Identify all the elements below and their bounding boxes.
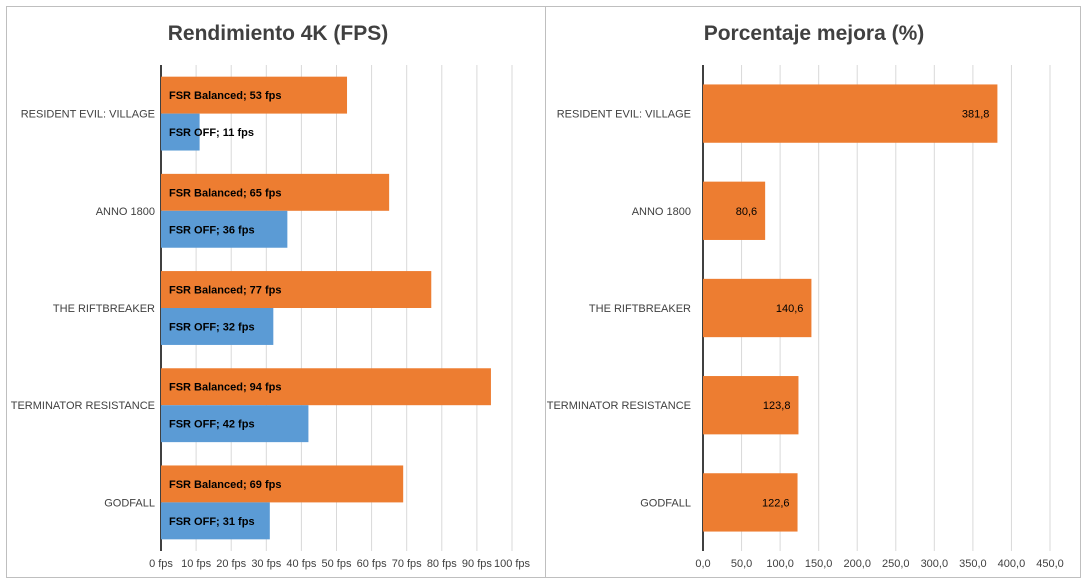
bar [161,368,491,406]
data-label: FSR OFF; 32 fps [169,321,255,333]
x-tick-label: 90 fps [462,558,492,570]
bar [161,113,200,151]
category-label: GODFALL [640,497,691,509]
x-tick-label: 50,0 [731,558,752,570]
x-tick-label: 150,0 [805,558,833,570]
bar [161,173,390,211]
data-label: FSR OFF; 11 fps [169,127,254,139]
category-label: THE RIFTBREAKER [589,303,691,315]
x-tick-label: 0 fps [149,558,173,570]
x-tick-label: 0,0 [695,558,710,570]
x-tick-label: 250,0 [882,558,910,570]
data-label: 122,6 [762,497,790,509]
data-label: 381,8 [962,109,990,121]
data-label: FSR OFF; 42 fps [169,419,255,431]
x-tick-label: 20 fps [216,558,246,570]
bar [161,502,270,540]
bar [703,473,798,532]
improvement-chart: Porcentaje mejora (%) 0,0 50,0 100,0 150,0 2… [547,22,1064,570]
bar [161,465,404,503]
data-label: FSR Balanced; 69 fps [169,479,281,491]
improvement-chart-panel: Porcentaje mejora (%) 0,0 50,0 100,0 150,0 2… [545,6,1081,578]
bar [161,405,309,443]
data-label: FSR Balanced; 53 fps [169,90,281,102]
category-label: TERMINATOR RESISTANCE [547,400,691,412]
fps-chart-panel: Rendimiento 4K (FPS) 0 fps 10 fps 20 fps 30… [6,6,546,578]
x-tick-label: 300,0 [921,558,949,570]
data-label: FSR OFF; 36 fps [169,224,255,236]
data-label: FSR Balanced; 65 fps [169,187,281,199]
category-label: ANNO 1800 [96,206,155,218]
x-tick-label: 450,0 [1036,558,1064,570]
x-tick-label: 60 fps [357,558,387,570]
bar [161,271,432,308]
category-label: TERMINATOR RESISTANCE [11,400,155,412]
category-label: RESIDENT EVIL: VILLAGE [21,109,155,121]
category-label: RESIDENT EVIL: VILLAGE [557,109,691,121]
data-label: 123,8 [763,400,791,412]
x-tick-label: 80 fps [427,558,457,570]
bar [703,376,799,435]
x-tick-label: 100,0 [766,558,794,570]
x-tick-label: 30 fps [251,558,281,570]
x-tick-label: 40 fps [286,558,316,570]
x-tick-label: 200,0 [843,558,871,570]
improvement-chart-title: Porcentaje mejora (%) [704,22,925,45]
bar [161,210,288,248]
fps-chart: Rendimiento 4K (FPS) 0 fps 10 fps 20 fps 30… [11,22,531,570]
x-tick-label: 100 fps [494,558,531,570]
x-tick-label: 10 fps [181,558,211,570]
data-label: 140,6 [776,303,804,315]
x-tick-label: 400,0 [998,558,1026,570]
fps-chart-title: Rendimiento 4K (FPS) [168,22,389,45]
bar [161,76,348,114]
bar [703,181,766,240]
data-label: FSR Balanced; 94 fps [169,382,281,394]
x-tick-label: 50 fps [322,558,352,570]
bar [161,308,274,345]
data-label: FSR Balanced; 77 fps [169,285,281,297]
category-label: ANNO 1800 [632,206,691,218]
bar [703,278,812,338]
category-label: GODFALL [104,497,155,509]
x-tick-label: 70 fps [392,558,422,570]
data-label: 80,6 [736,206,757,218]
bar [703,84,998,143]
data-label: FSR OFF; 31 fps [169,516,255,528]
x-tick-label: 350,0 [959,558,987,570]
category-label: THE RIFTBREAKER [53,303,155,315]
